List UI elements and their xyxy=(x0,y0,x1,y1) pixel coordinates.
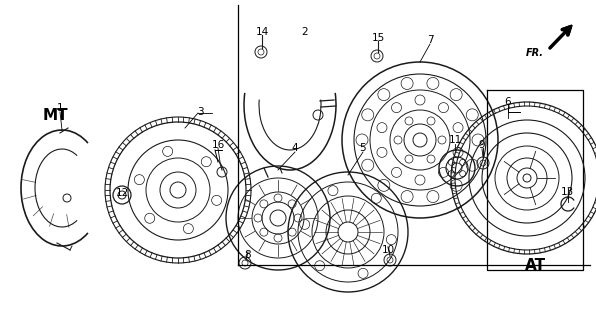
Text: 5: 5 xyxy=(360,143,367,153)
Text: 4: 4 xyxy=(291,143,299,153)
Text: 15: 15 xyxy=(371,33,384,43)
Text: 13: 13 xyxy=(560,187,573,197)
Text: 7: 7 xyxy=(427,35,433,45)
Text: 1: 1 xyxy=(57,103,63,113)
Text: 2: 2 xyxy=(302,27,308,37)
Text: 3: 3 xyxy=(197,107,203,117)
Text: 16: 16 xyxy=(212,140,225,150)
Text: MT: MT xyxy=(42,108,68,123)
Text: 8: 8 xyxy=(245,250,252,260)
Text: 14: 14 xyxy=(255,27,269,37)
Text: 9: 9 xyxy=(479,140,485,150)
Text: 6: 6 xyxy=(505,97,511,107)
Text: AT: AT xyxy=(524,258,545,273)
Text: 12: 12 xyxy=(116,188,129,198)
Text: FR.: FR. xyxy=(526,48,544,58)
Text: 10: 10 xyxy=(381,245,395,255)
Text: 11: 11 xyxy=(448,135,462,145)
